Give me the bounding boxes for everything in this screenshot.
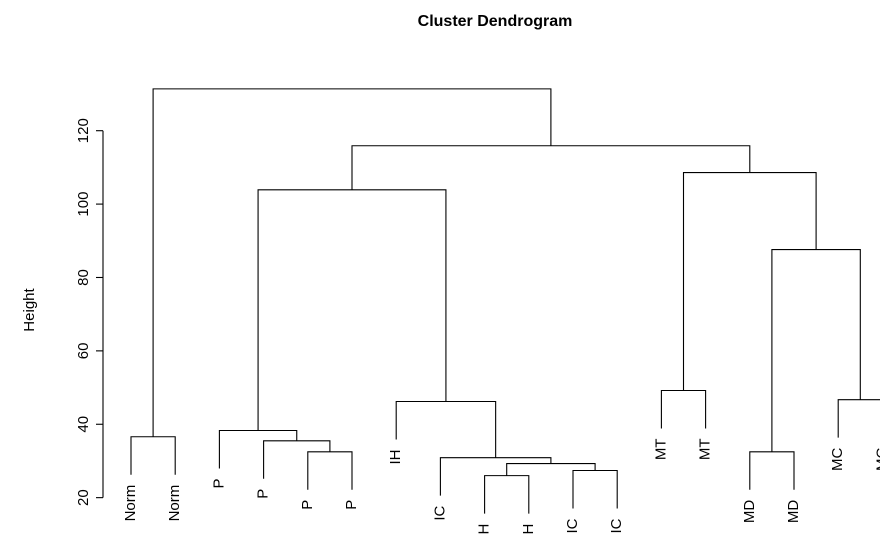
merge (263, 440, 331, 479)
leaf-label: IC (564, 518, 581, 533)
y-tick-label: 120 (75, 118, 92, 143)
leaf-label: IH (387, 450, 404, 465)
merge (152, 88, 552, 437)
leaf-label: P (299, 500, 316, 510)
leaf-label: P (343, 500, 360, 510)
leaf-label: H (476, 524, 493, 535)
leaf-label: MD (785, 500, 802, 523)
y-tick-label: 20 (75, 489, 92, 506)
merge (506, 462, 596, 476)
y-tick-label: 60 (75, 343, 92, 360)
leaf-label: MC (829, 448, 846, 471)
leaf-label: IC (431, 505, 448, 520)
leaf-label: P (210, 479, 227, 489)
merge (307, 451, 353, 490)
leaf-label: Norm (166, 485, 183, 522)
leaf-label: H (520, 524, 537, 535)
chart-title: Cluster Dendrogram (418, 13, 573, 30)
merge (484, 475, 530, 514)
leaf-label: P (255, 489, 272, 499)
merge (351, 145, 751, 190)
leaf-label: MT (652, 439, 669, 461)
leaf-label: Norm (122, 485, 139, 522)
merge (771, 249, 861, 452)
merge (837, 399, 880, 438)
merge (682, 171, 817, 391)
leaf-label: IC (608, 518, 625, 533)
y-tick-label: 100 (75, 192, 92, 217)
merge (572, 469, 618, 509)
merge (749, 451, 795, 490)
y-tick-label: 40 (75, 416, 92, 433)
merge (218, 429, 298, 469)
leaf-label: MT (697, 439, 714, 461)
y-axis-label: Height (21, 287, 38, 331)
y-tick-label: 80 (75, 269, 92, 286)
merge (257, 189, 447, 431)
merge (395, 400, 497, 458)
leaf-label: MC (873, 448, 880, 471)
merge (660, 389, 707, 429)
leaf-label: MD (741, 500, 758, 523)
merge (130, 436, 176, 475)
